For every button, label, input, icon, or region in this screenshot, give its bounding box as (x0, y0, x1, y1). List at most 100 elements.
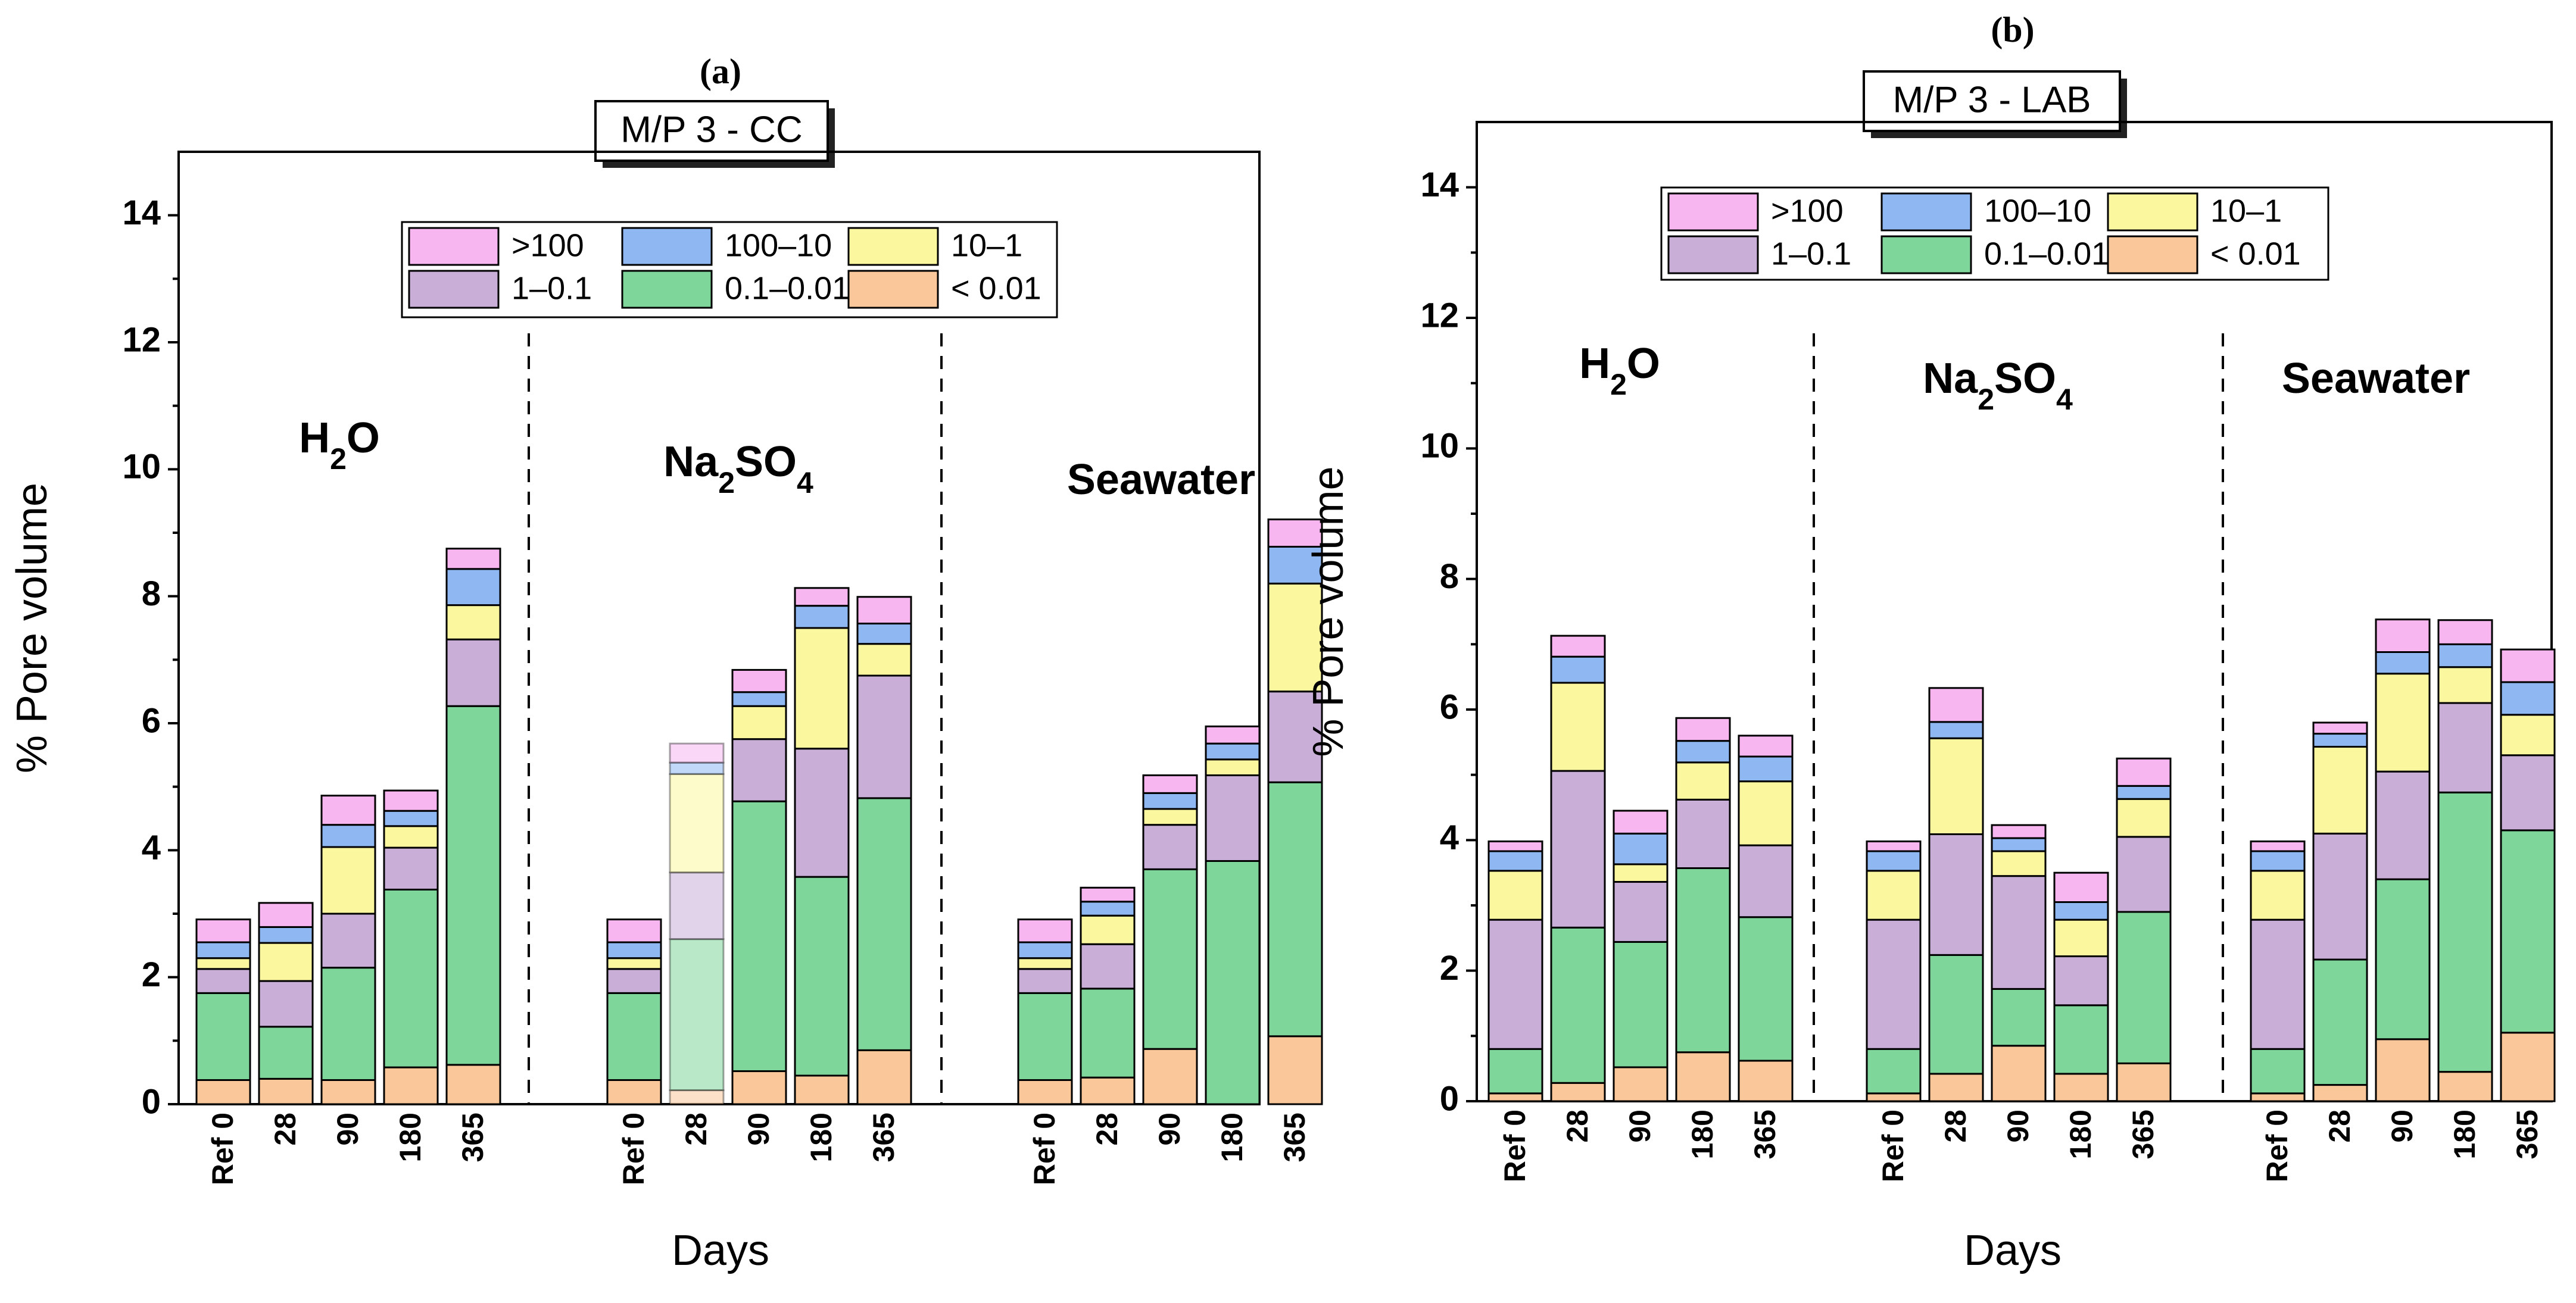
x-tick-label: 28 (679, 1113, 713, 1146)
bar-segment (606, 957, 662, 970)
bar-segment (1738, 755, 1794, 783)
x-tick-label: 90 (1153, 1113, 1186, 1146)
bar-segment (1613, 881, 1669, 943)
bar-segment (1080, 914, 1136, 945)
bar-segment (445, 638, 501, 707)
bar-segment (2500, 714, 2556, 757)
bar-segment (445, 604, 501, 640)
bar-segment (2116, 757, 2172, 787)
panel-b: (b) M/P 3 - LAB 0 2 4 6 8 10 12 14 % Pore volume… (1305, 10, 2556, 1274)
bar-segment (195, 957, 251, 970)
bar-segment (320, 824, 376, 848)
bar-segment (2312, 1084, 2368, 1102)
legend-swatch (621, 270, 713, 309)
bar-segment (794, 876, 850, 1077)
x-tick-label: 180 (394, 1113, 427, 1162)
bar-segment (1550, 1082, 1606, 1102)
bar-segment (1550, 770, 1606, 929)
bar-segment (2500, 754, 2556, 832)
bar-segment (1613, 940, 1669, 1068)
bar-segment (2375, 618, 2431, 653)
bar-segment (1142, 824, 1198, 870)
bar-segment (445, 568, 501, 607)
x-tick-label: Ref 0 (1498, 1110, 1532, 1182)
bar-segment (2053, 1073, 2109, 1102)
x-tick-label: Ref 0 (617, 1113, 650, 1185)
y-tick-label: 8 (142, 574, 161, 613)
bar-segment (2250, 840, 2306, 852)
legend-box (1660, 186, 2329, 281)
bar-segment (320, 795, 376, 826)
bar-segment (1142, 808, 1198, 826)
bar-segment (1017, 992, 1073, 1081)
x-tick-label: 365 (456, 1113, 489, 1162)
bar-segment (856, 596, 912, 625)
bar-segment (2116, 798, 2172, 838)
bar-segment (1017, 1079, 1073, 1105)
legend-label: 0.1–0.01 (1984, 236, 2109, 271)
legend-label: < 0.01 (951, 270, 1041, 306)
legend-swatch (621, 227, 713, 266)
legend-swatch (2107, 235, 2198, 274)
bar-segment (1267, 518, 1323, 548)
bar-segment (1550, 682, 1606, 772)
y-tick-label: 6 (1440, 688, 1459, 726)
bar-segment (1205, 758, 1261, 776)
bar-segment (1991, 824, 2047, 839)
x-tick-label: 28 (269, 1113, 302, 1146)
bar-segment (2375, 1038, 2431, 1102)
group-label: Seawater (2282, 355, 2470, 402)
group-label: H2O (299, 414, 380, 476)
bar-segment (195, 1079, 251, 1105)
bar-segment (1487, 850, 1543, 872)
bar-segment (258, 1026, 314, 1080)
legend-label: >100 (512, 227, 584, 263)
bar-segment (1675, 740, 1731, 764)
bar-segment (794, 1074, 850, 1105)
bar-segment (731, 705, 787, 740)
bar-segment (1205, 860, 1261, 1105)
x-tick-label: Ref 0 (206, 1113, 239, 1185)
bar-segment (1866, 840, 1922, 852)
y-axis-label: % Pore volume (8, 483, 56, 773)
bar-segment (606, 918, 662, 943)
bar-segment (1991, 837, 2047, 852)
x-tick-label: 90 (742, 1113, 775, 1146)
legend-label: 0.1–0.01 (725, 270, 850, 306)
bar-segment (794, 748, 850, 878)
legend-swatch (408, 270, 500, 309)
bar-segment (1080, 943, 1136, 990)
bar-segment (383, 810, 439, 827)
bar-segment (1017, 957, 1073, 970)
bar-segment (1142, 1048, 1198, 1105)
bar-segment (1487, 1092, 1543, 1102)
bar-segment (2053, 871, 2109, 904)
bar-segment (1928, 737, 1984, 835)
bar-segment (2250, 1092, 2306, 1102)
bar-segment (1267, 545, 1323, 585)
bar-segment (195, 992, 251, 1081)
x-tick-label: 365 (867, 1113, 900, 1162)
bar-segment (669, 1089, 725, 1105)
bar-segment (731, 1070, 787, 1105)
bar-segment (2437, 666, 2493, 704)
legend-swatch (408, 227, 500, 266)
legend-swatch (1667, 235, 1759, 274)
legend-swatch (1880, 192, 1972, 232)
bar-segment (2375, 770, 2431, 880)
bar-segment (856, 623, 912, 645)
bar-segment (1613, 863, 1669, 883)
x-tick-label: 365 (1748, 1110, 1782, 1159)
bar-segment (1738, 1060, 1794, 1102)
x-tick-label: 90 (2001, 1110, 2035, 1143)
bar-segment (1205, 742, 1261, 761)
x-tick-label: Ref 0 (1028, 1113, 1061, 1185)
bar-segment (2312, 958, 2368, 1086)
legend-label: 100–10 (1984, 193, 2091, 229)
bar-segment (258, 1077, 314, 1105)
y-axis-label: % Pore volume (1305, 466, 1352, 757)
bar-segment (2116, 1062, 2172, 1102)
y-tick-label: 2 (142, 955, 161, 994)
legend-label: 100–10 (725, 227, 832, 263)
